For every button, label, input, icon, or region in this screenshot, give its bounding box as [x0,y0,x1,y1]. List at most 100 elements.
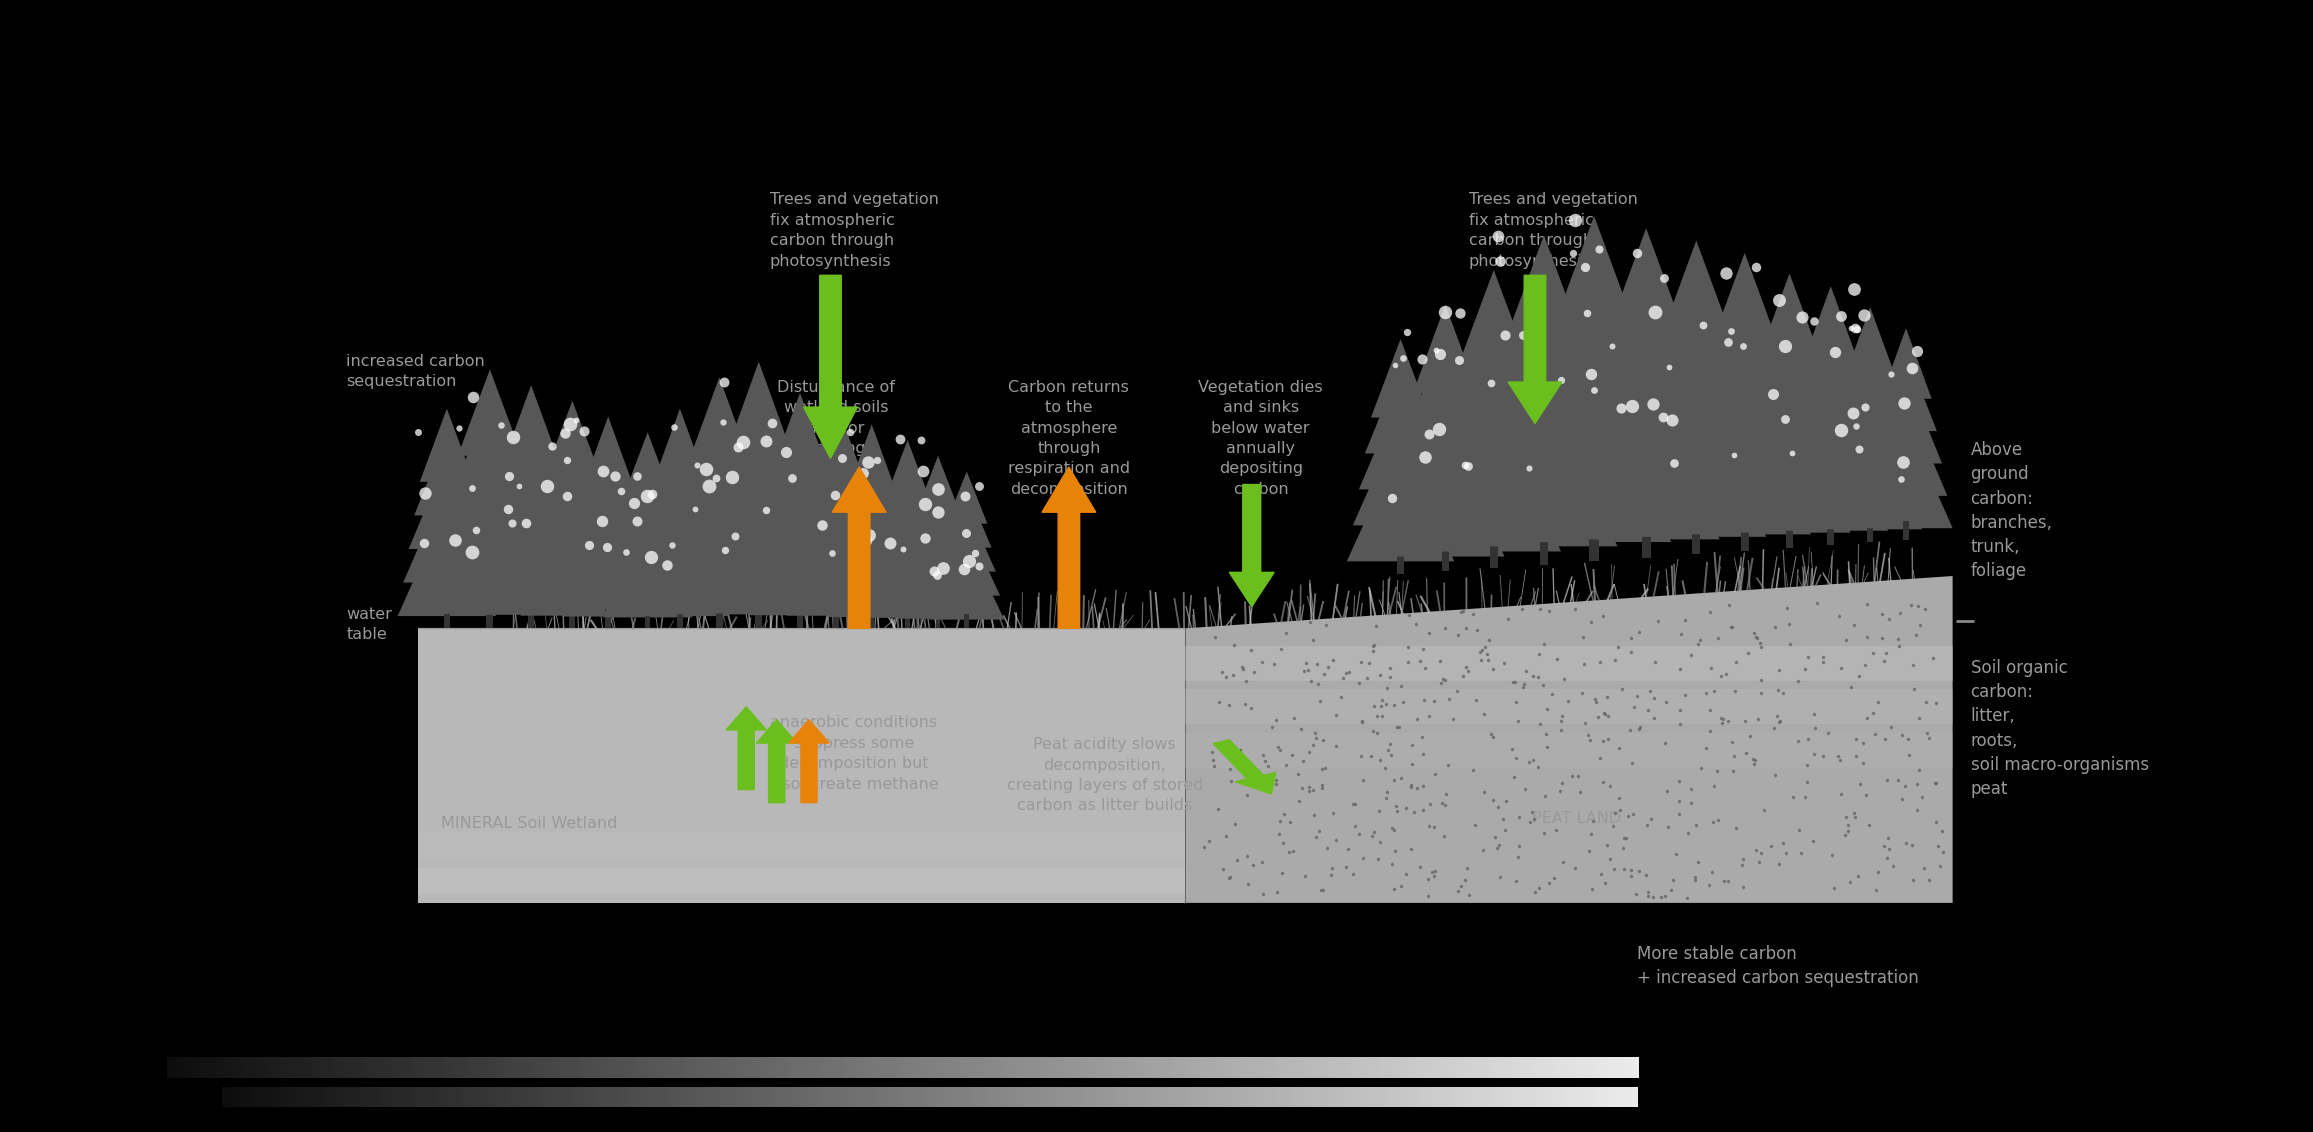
Polygon shape [532,452,613,546]
Polygon shape [451,398,527,496]
Polygon shape [1598,265,1695,388]
Polygon shape [708,451,810,573]
Polygon shape [1471,381,1617,547]
Bar [678,609,682,628]
Polygon shape [631,506,729,616]
Polygon shape [874,482,941,560]
FancyArrow shape [1508,275,1561,423]
Polygon shape [1686,352,1804,489]
Polygon shape [1385,423,1503,557]
Polygon shape [946,471,988,524]
Bar [1187,732,1952,767]
Bar [486,606,493,628]
Polygon shape [879,461,937,532]
Bar [645,611,650,628]
Polygon shape [476,494,585,615]
Text: anaerobic conditions
suppress some
decomposition but
also  create methane: anaerobic conditions suppress some decom… [768,715,939,791]
Polygon shape [618,454,678,528]
Polygon shape [643,457,717,549]
Polygon shape [1457,269,1531,369]
Polygon shape [1434,369,1554,506]
Polygon shape [483,466,578,577]
Polygon shape [1503,235,1584,345]
Text: Soil organic
carbon:
litter,
roots,
soil macro-organisms
peat: Soil organic carbon: litter, roots, soil… [1971,659,2149,798]
Polygon shape [791,477,879,581]
Polygon shape [786,501,886,616]
Text: water
table: water table [347,607,393,642]
Polygon shape [837,470,907,555]
Polygon shape [870,503,946,589]
Bar [419,868,1187,894]
Polygon shape [1543,255,1645,384]
Polygon shape [622,432,673,498]
Polygon shape [495,412,567,504]
Bar [717,606,722,628]
Polygon shape [1649,275,1742,393]
Polygon shape [652,409,705,482]
Polygon shape [544,401,601,477]
Polygon shape [520,501,625,616]
Polygon shape [803,426,867,512]
Polygon shape [1527,332,1663,489]
Bar [1742,524,1749,551]
Bar [1904,521,1908,540]
Polygon shape [1353,418,1448,525]
Bar [1490,541,1499,568]
Polygon shape [773,393,828,471]
Polygon shape [1830,359,1911,457]
Polygon shape [402,482,490,583]
Polygon shape [1406,334,1485,435]
Polygon shape [1365,366,1436,454]
Polygon shape [1825,386,1915,494]
Polygon shape [571,464,645,551]
Polygon shape [842,447,902,523]
FancyArrow shape [1228,484,1274,607]
Polygon shape [726,361,791,451]
Bar [419,772,1187,798]
Polygon shape [608,498,687,588]
Polygon shape [539,426,606,512]
Bar [833,608,840,628]
Polygon shape [1589,301,1702,439]
Polygon shape [1774,401,1887,531]
Polygon shape [1478,345,1610,496]
Polygon shape [1793,315,1869,412]
Text: Trees and vegetation
fix atmospheric
carbon through
photosynthesis: Trees and vegetation fix atmospheric car… [1469,192,1638,268]
Polygon shape [1679,385,1811,534]
Bar [1397,554,1404,574]
Polygon shape [1860,422,1952,529]
Polygon shape [444,427,534,534]
Bar [1693,526,1700,555]
Polygon shape [1427,403,1561,551]
Bar [1441,548,1448,572]
Polygon shape [1818,412,1922,530]
Polygon shape [419,628,1187,903]
Polygon shape [1841,307,1899,386]
Polygon shape [583,417,634,487]
Polygon shape [1749,303,1830,406]
FancyArrow shape [726,706,766,790]
Polygon shape [1573,375,1719,539]
Polygon shape [527,477,618,581]
Polygon shape [1517,369,1672,542]
Text: increased carbon
sequestration: increased carbon sequestration [347,353,486,389]
Polygon shape [1693,319,1797,444]
Bar [1187,689,1952,724]
Polygon shape [759,445,840,543]
Polygon shape [941,489,992,548]
Bar [527,607,534,628]
Polygon shape [907,494,969,566]
Bar [569,608,576,628]
Polygon shape [916,456,960,513]
Polygon shape [1358,392,1443,489]
Text: More stable carbon
+ increased carbon sequestration: More stable carbon + increased carbon se… [1638,945,1920,987]
Polygon shape [911,475,965,540]
Polygon shape [1700,286,1788,397]
Polygon shape [689,377,749,461]
Polygon shape [502,385,560,466]
Polygon shape [1869,375,1943,463]
Polygon shape [1642,310,1751,441]
Polygon shape [1450,303,1538,415]
FancyArrow shape [1212,740,1277,794]
Polygon shape [1441,336,1545,461]
